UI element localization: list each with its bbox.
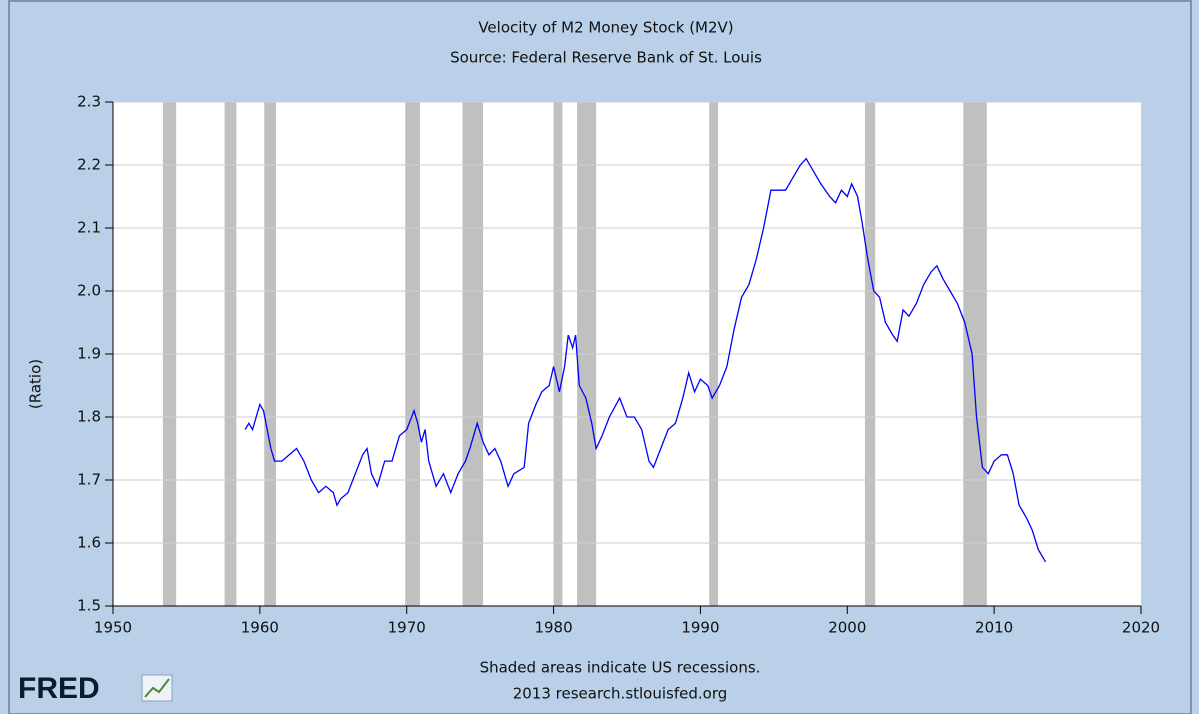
plot-layer [113, 101, 1141, 607]
y-tick-label: 1.7 [77, 471, 101, 489]
x-tick-label: 1990 [681, 619, 719, 637]
x-tick-label: 1970 [388, 619, 426, 637]
y-tick-label: 2.0 [77, 282, 101, 300]
x-tick-label: 2010 [975, 619, 1013, 637]
y-tick-label: 1.5 [77, 597, 101, 615]
recession-note: Shaded areas indicate US recessions. [480, 659, 761, 677]
y-tick-label: 2.3 [77, 93, 101, 111]
chart-subtitle: Source: Federal Reserve Bank of St. Loui… [450, 49, 762, 67]
logo-icon [141, 674, 173, 702]
chart-title: Velocity of M2 Money Stock (M2V) [478, 19, 733, 37]
logo: FRED [18, 672, 100, 705]
y-tick-label: 1.9 [77, 345, 101, 363]
y-tick-label: 1.8 [77, 408, 101, 426]
y-tick-label: 2.1 [77, 219, 101, 237]
x-tick-label: 1960 [241, 619, 279, 637]
x-tick-label: 2020 [1122, 619, 1160, 637]
x-tick-label: 1950 [94, 619, 132, 637]
y-tick-label: 2.2 [77, 156, 101, 174]
source-note: 2013 research.stlouisfed.org [513, 685, 728, 703]
data-line [244, 157, 1047, 563]
x-tick-label: 2000 [828, 619, 866, 637]
x-tick-label: 1980 [534, 619, 572, 637]
y-tick-label: 1.6 [77, 534, 101, 552]
y-axis-label: (Ratio) [27, 359, 45, 409]
